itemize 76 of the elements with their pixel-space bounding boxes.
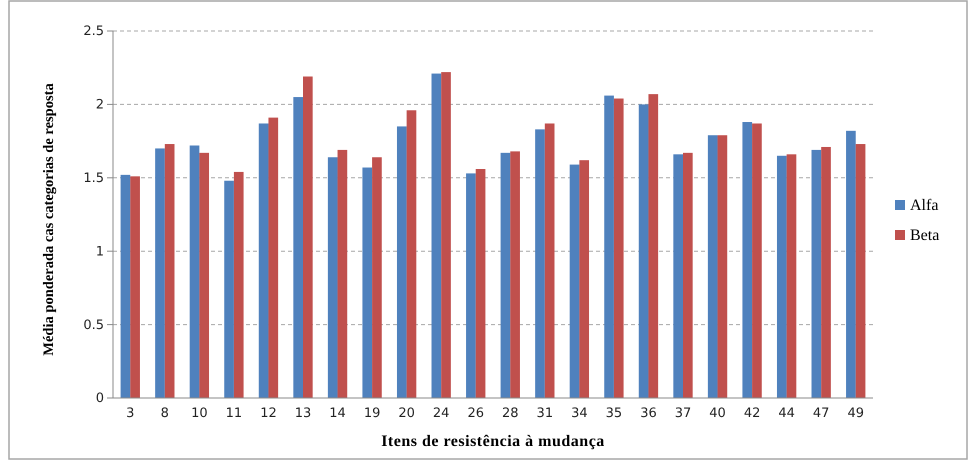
- bar: [130, 176, 140, 398]
- x-tick-label: 13: [294, 406, 312, 422]
- y-tick-label: 2: [96, 98, 104, 113]
- y-axis-title: Média ponderada cas categorias de resposta: [41, 82, 57, 356]
- x-axis-title: Itens de resistência à mudança: [381, 433, 605, 450]
- x-tick-label: 47: [812, 406, 830, 422]
- bar: [155, 148, 165, 398]
- legend-label: Beta: [910, 227, 940, 244]
- bar: [199, 152, 210, 398]
- bar: [268, 118, 278, 398]
- x-tick-label: 10: [191, 406, 208, 422]
- x-tick-label: 19: [364, 406, 380, 422]
- bar: [638, 104, 648, 398]
- bar: [821, 146, 831, 398]
- x-tick-label: 35: [606, 406, 622, 422]
- bar: [544, 123, 554, 398]
- x-tick-label: 20: [398, 406, 415, 422]
- x-tick-label: 36: [640, 406, 657, 422]
- x-tick-label: 31: [536, 406, 554, 422]
- bar: [500, 152, 510, 398]
- bar: [120, 174, 130, 398]
- bar: [441, 72, 451, 398]
- bar: [604, 96, 614, 398]
- y-tick-label: 2.5: [83, 24, 104, 40]
- x-tick-label: 34: [571, 406, 588, 422]
- bar: [476, 168, 486, 398]
- x-tick-label: 44: [778, 406, 795, 422]
- legend-label: Alfa: [910, 197, 938, 214]
- bar: [776, 156, 787, 398]
- y-tick-label: 1.5: [83, 170, 104, 186]
- x-tick-label: 42: [744, 406, 760, 422]
- bar: [683, 152, 693, 398]
- x-tick-label: 12: [260, 406, 277, 422]
- bar: [258, 123, 268, 398]
- bar: [708, 135, 718, 398]
- bar: [372, 157, 382, 398]
- x-tick-label: 26: [467, 406, 484, 422]
- bar: [432, 74, 442, 398]
- bar: [535, 129, 545, 398]
- bar: [466, 173, 476, 398]
- x-tick-label: 3: [126, 406, 134, 422]
- bar: [673, 154, 683, 398]
- bar: [718, 135, 728, 398]
- y-tick-label: 0: [96, 391, 104, 406]
- bar: [846, 130, 856, 398]
- bar: [362, 168, 372, 398]
- x-tick-label: 37: [674, 406, 692, 422]
- bar: [338, 150, 348, 398]
- x-tick-label: 28: [502, 406, 519, 422]
- bar: [406, 110, 416, 398]
- bar: [190, 146, 200, 398]
- bar: [812, 150, 822, 398]
- bar: [510, 151, 520, 398]
- bar: [164, 144, 174, 398]
- bar: [752, 123, 762, 398]
- bar: [328, 157, 338, 398]
- bar: [396, 126, 407, 398]
- bar: [742, 122, 752, 398]
- x-tick-label: 8: [160, 406, 169, 422]
- y-tick-label: 0.5: [83, 318, 104, 333]
- x-tick-label: 14: [329, 406, 346, 422]
- bar: [648, 94, 658, 398]
- bar: [786, 154, 796, 398]
- bar: [856, 144, 866, 398]
- y-tick-label: 1: [96, 244, 104, 260]
- bar: [579, 160, 590, 398]
- bar: [614, 98, 624, 398]
- bar: [224, 180, 234, 398]
- bar: [234, 172, 244, 398]
- bar: [570, 164, 580, 398]
- bar: [303, 76, 313, 398]
- x-tick-label: 40: [709, 406, 726, 422]
- x-tick-label: 49: [847, 406, 864, 422]
- bar: [293, 97, 303, 398]
- x-tick-label: 24: [432, 406, 450, 422]
- x-tick-label: 11: [226, 406, 242, 422]
